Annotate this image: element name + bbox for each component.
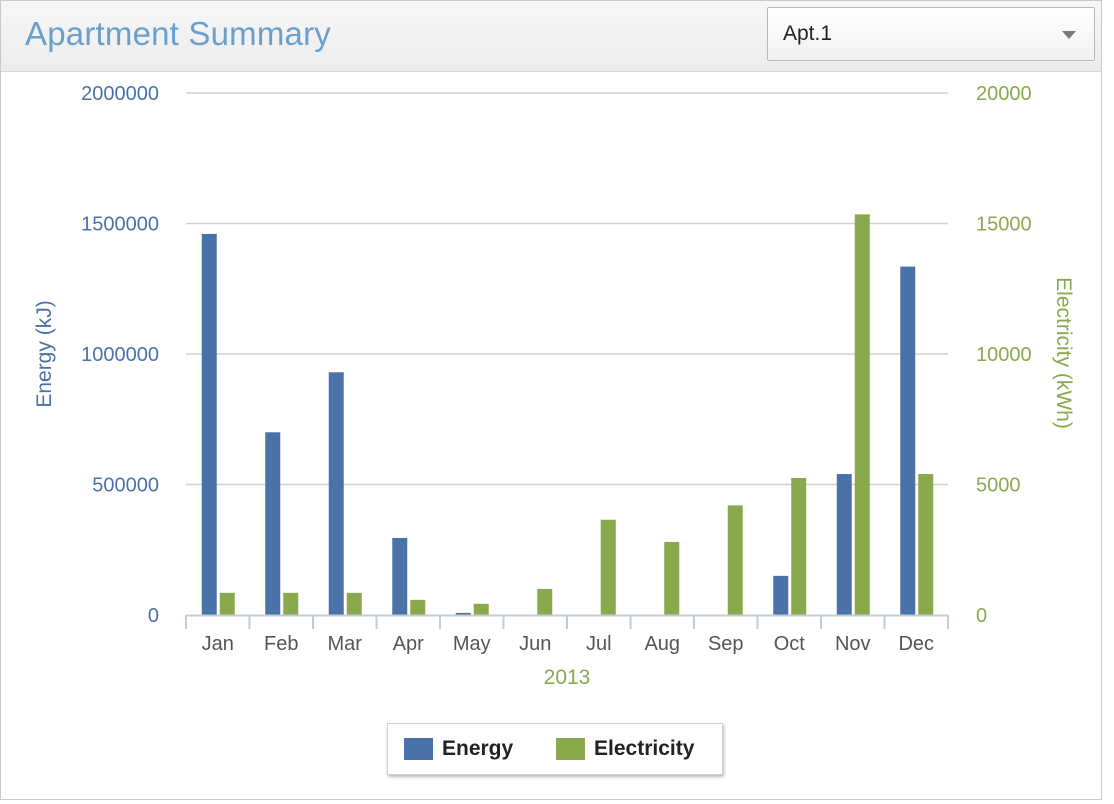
y-left-tick-label: 1000000 [81,344,159,366]
bar-energy-oct [773,575,789,615]
y-left-tick-label: 1500000 [81,214,159,236]
x-tick-label: Jan [202,633,234,655]
bar-electricity-mar [346,592,362,615]
y-left-tick-label: 500000 [92,475,159,497]
bar-electricity-apr [410,599,426,615]
y-right-tick-label: 10000 [976,344,1032,366]
chevron-down-icon [1062,31,1076,39]
bar-energy-jan [201,233,217,615]
y-left-tick-label: 0 [148,605,159,627]
bar-electricity-jul [600,519,616,615]
apartment-select-value: Apt.1 [783,22,833,45]
bar-electricity-feb [283,592,299,615]
x-tick-label: Mar [328,633,363,655]
x-tick-label: Nov [835,633,871,655]
chart-legend: Energy Electricity [387,723,723,775]
bar-energy-apr [392,538,408,615]
energy-electricity-chart: 0 0 500000 5000 1000000 10000 1500000 15000 2000… [33,83,1075,689]
legend-swatch-energy [404,738,433,760]
x-tick-label: Apr [393,633,424,655]
y-left-axis-title: Energy (kJ) [33,300,56,407]
x-tick-label: Aug [644,633,680,655]
bar-electricity-sep [727,505,743,615]
bar-energy-nov [836,474,852,615]
bar-electricity-jun [537,588,553,615]
bar-electricity-oct [791,477,807,615]
bar-electricity-jan [219,592,235,615]
x-axis-title: 2013 [544,666,591,689]
apartment-select[interactable]: Apt.1 [767,7,1095,61]
y-right-tick-label: 20000 [976,83,1032,105]
legend-swatch-electricity [556,738,585,760]
x-tick-label: Feb [264,633,298,655]
y-right-tick-label: 5000 [976,475,1021,497]
bar-electricity-aug [664,541,680,615]
x-tick-label: Sep [708,633,744,655]
bar-electricity-dec [918,474,934,615]
x-tick-label: Oct [774,633,806,655]
panel-header: Apartment Summary Apt.1 [1,1,1101,72]
y-left-tick-label: 2000000 [81,83,159,105]
page-title: Apartment Summary [25,15,331,52]
bar-energy-feb [265,432,281,615]
x-tick-label: May [453,633,491,655]
bar-electricity-nov [854,214,870,616]
y-right-tick-label: 15000 [976,214,1032,236]
bar-energy-dec [900,266,916,615]
x-tick-label: Dec [898,633,934,655]
bar-energy-may [455,612,471,615]
legend-label-electricity: Electricity [594,737,695,760]
bar-energy-mar [328,372,344,615]
legend-label-energy: Energy [442,737,514,760]
y-right-tick-label: 0 [976,605,987,627]
bar-electricity-may [473,603,489,615]
x-tick-label: Jun [519,633,551,655]
y-right-axis-title: Electricity (kWh) [1052,277,1075,429]
x-tick-label: Jul [586,633,612,655]
